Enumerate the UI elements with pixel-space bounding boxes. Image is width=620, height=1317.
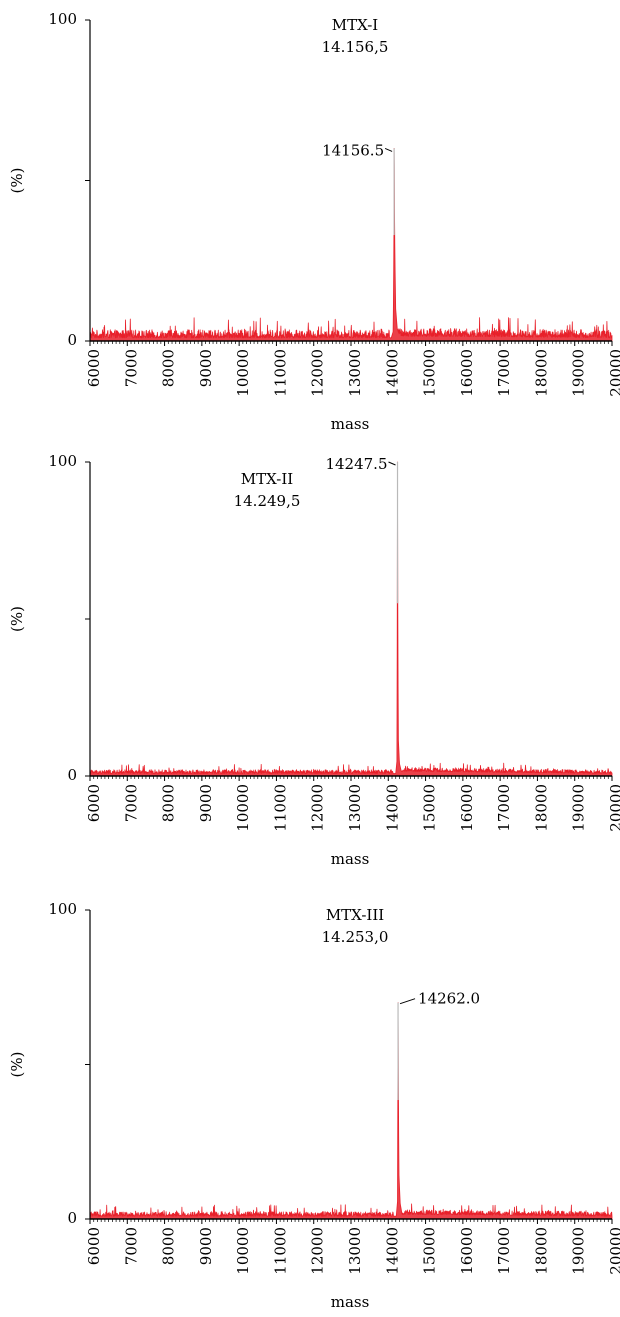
peak-leader-line (384, 147, 393, 152)
x-tick-label: 10000 (234, 349, 252, 397)
x-tick-label: 17000 (495, 1227, 513, 1275)
x-tick-label: 11000 (271, 349, 289, 397)
x-tick-label: 14000 (383, 784, 401, 832)
x-tick-label: 8000 (160, 349, 178, 387)
x-tick-label: 10000 (234, 1227, 252, 1275)
peak-leader-line (399, 998, 416, 1005)
x-tick-label: 8000 (160, 784, 178, 822)
spectrum-panel-2: MTX-II 14.249,5 14247.5 0 100 (%) 6000 7000 8000… (8, 452, 620, 868)
spectrum-panel-3: MTX-III 14.253,0 14262.0 0 100 (%) 6000 7000 800… (8, 900, 620, 1311)
x-tick-label: 10000 (234, 784, 252, 832)
y-tick-label: 0 (67, 766, 77, 784)
x-tick-label: 6000 (85, 784, 103, 822)
x-tick-label: 16000 (458, 784, 476, 832)
peak-label: 14262.0 (418, 990, 480, 1008)
x-tick-label: 19000 (570, 784, 588, 832)
x-tick-label: 19000 (570, 349, 588, 397)
spectrum-series-MTX-I (89, 148, 613, 342)
x-axis-label: mass (331, 850, 370, 868)
x-tick-label: 13000 (346, 1227, 364, 1275)
x-tick-label: 15000 (421, 1227, 439, 1275)
x-tick-label: 8000 (160, 1227, 178, 1265)
x-tick-label: 7000 (122, 1227, 140, 1265)
x-tick-label: 12000 (309, 349, 327, 397)
x-tick-label: 6000 (85, 1227, 103, 1265)
peak-leader-line (388, 461, 396, 466)
y-axis-label: (%) (8, 168, 26, 194)
peak-label: 14247.5 (325, 455, 387, 473)
x-axis-label: mass (331, 1293, 370, 1311)
x-tick-label: 16000 (458, 349, 476, 397)
x-tick-label: 20000 (607, 784, 620, 832)
x-tick-label: 12000 (309, 784, 327, 832)
x-tick-label: 14000 (383, 349, 401, 397)
y-axis-label: (%) (8, 1052, 26, 1078)
x-tick-label: 11000 (271, 784, 289, 832)
x-tick-label: 20000 (607, 1227, 620, 1275)
x-tick-label: 15000 (421, 784, 439, 832)
x-tick-label: 7000 (122, 349, 140, 387)
x-tick-label: 20000 (607, 349, 620, 397)
x-tick-label: 11000 (271, 1227, 289, 1275)
chart-title: MTX-II (241, 470, 294, 488)
spectrum-panel-1: MTX-I 14.156,5 14156.5 0 100 (%) 6000 7000 8000 9… (8, 10, 620, 433)
chart-subtitle: 14.156,5 (322, 38, 389, 56)
x-tick-label: 17000 (495, 784, 513, 832)
y-tick-label: 100 (48, 900, 77, 918)
x-tick-label: 12000 (309, 1227, 327, 1275)
y-tick-label: 0 (67, 331, 77, 349)
x-tick-label: 9000 (197, 1227, 215, 1265)
peak-label: 14156.5 (322, 141, 384, 159)
x-tick-label: 7000 (122, 784, 140, 822)
x-tick-label: 18000 (532, 1227, 550, 1275)
chart-title: MTX-III (326, 906, 384, 924)
x-tick-label: 6000 (85, 349, 103, 387)
y-tick-label: 0 (67, 1209, 77, 1227)
chart-subtitle: 14.249,5 (234, 492, 301, 510)
x-tick-label: 19000 (570, 1227, 588, 1275)
x-tick-label: 13000 (346, 349, 364, 397)
x-tick-label: 14000 (383, 1227, 401, 1275)
x-tick-label: 16000 (458, 1227, 476, 1275)
x-tick-label: 9000 (197, 349, 215, 387)
chart-subtitle: 14.253,0 (322, 928, 389, 946)
x-axis-label: mass (331, 415, 370, 433)
x-tick-label: 17000 (495, 349, 513, 397)
x-tick-label: 18000 (532, 784, 550, 832)
x-tick-label: 9000 (197, 784, 215, 822)
chart-title: MTX-I (332, 16, 379, 34)
y-tick-label: 100 (48, 452, 77, 470)
spectrum-series-MTX-II (89, 461, 613, 777)
x-tick-label: 15000 (421, 349, 439, 397)
spectrum-series-MTX-III (89, 1002, 613, 1220)
y-tick-label: 100 (48, 10, 77, 28)
x-tick-label: 18000 (532, 349, 550, 397)
y-axis-label: (%) (8, 606, 26, 632)
x-tick-label: 13000 (346, 784, 364, 832)
